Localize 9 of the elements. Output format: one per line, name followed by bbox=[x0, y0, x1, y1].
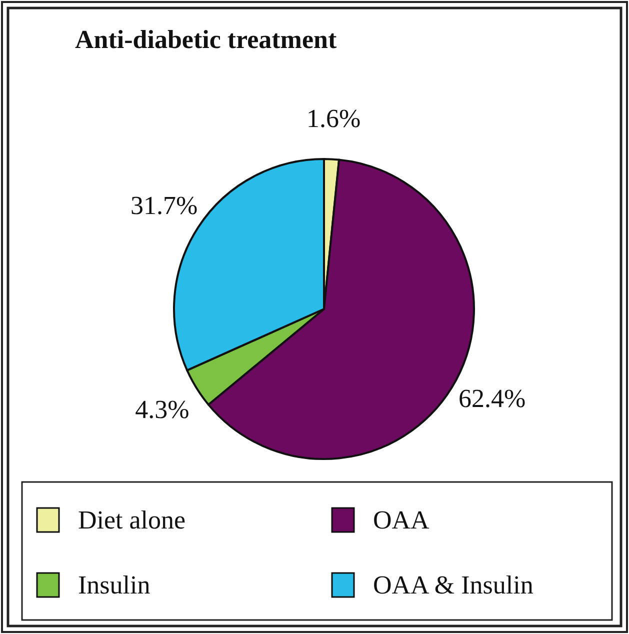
data-label: 62.4% bbox=[458, 384, 526, 414]
chart-title: Anti-diabetic treatment bbox=[75, 25, 337, 54]
legend-label: Diet alone bbox=[78, 506, 186, 534]
legend-label: OAA bbox=[373, 506, 430, 534]
legend-label: Insulin bbox=[78, 570, 150, 600]
data-label: 4.3% bbox=[135, 395, 190, 424]
data-label: 1.6% bbox=[306, 104, 361, 134]
legend-label: OAA & Insulin bbox=[373, 570, 534, 600]
data-label: 31.7% bbox=[130, 190, 198, 220]
